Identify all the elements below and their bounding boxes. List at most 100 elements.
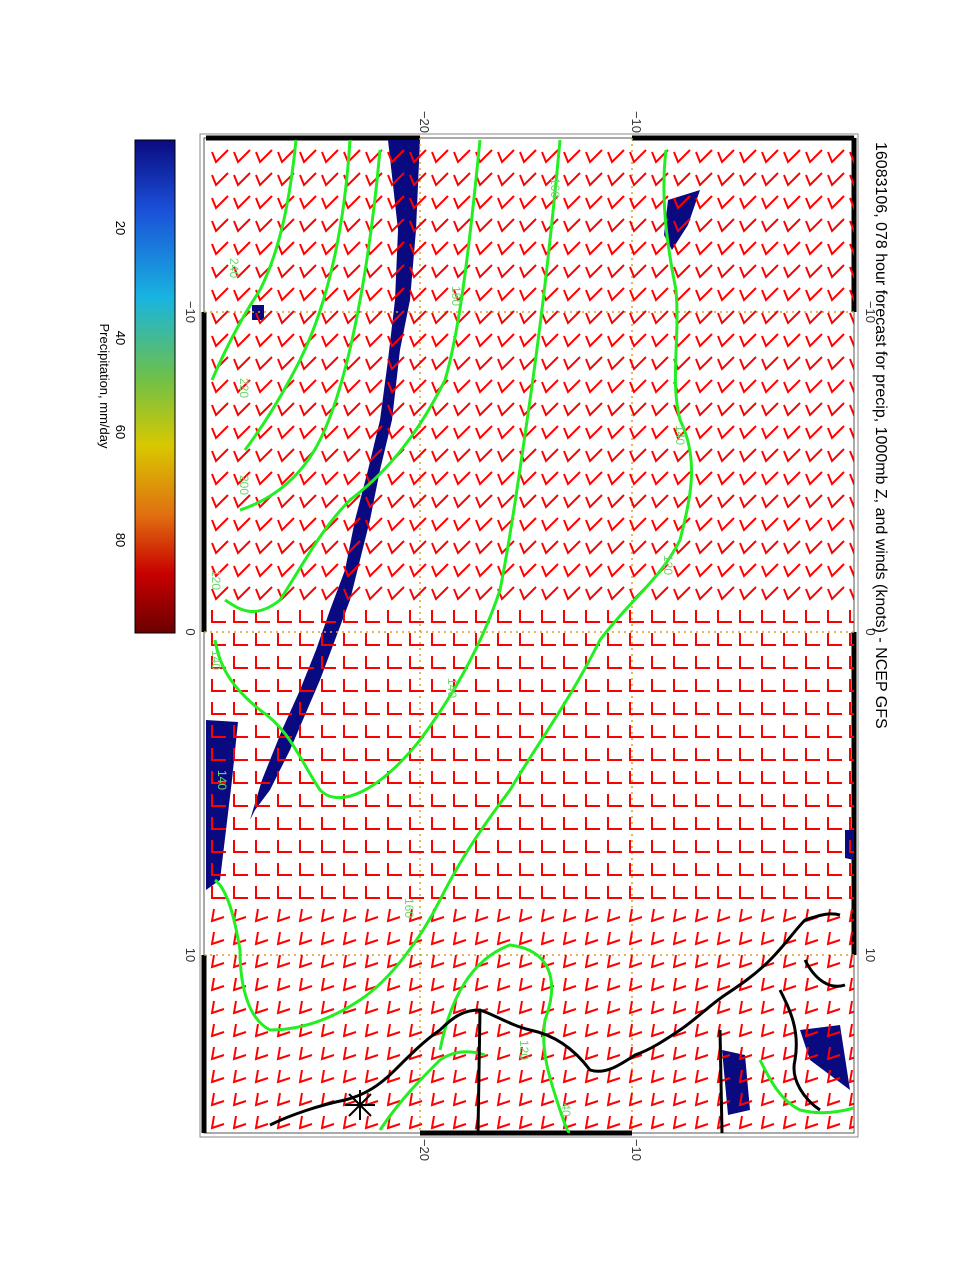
wind-barb — [585, 886, 600, 899]
wind-barb — [540, 931, 555, 946]
wind-barb — [386, 908, 401, 923]
wind-barb — [695, 725, 710, 738]
wind-barb — [497, 241, 515, 256]
wind-barb — [277, 771, 292, 784]
wind-barb — [232, 1000, 247, 1015]
wind-barb — [343, 448, 361, 463]
wind-barb — [254, 931, 269, 946]
wind-barb — [562, 1115, 577, 1130]
wind-barb — [497, 448, 515, 463]
wind-barb — [849, 220, 854, 233]
wind-barb — [562, 1000, 577, 1015]
wind-barb — [739, 264, 757, 279]
wind-barb — [409, 333, 427, 348]
wind-barb — [607, 817, 622, 830]
wind-barb — [409, 287, 427, 302]
contour-line — [243, 139, 352, 451]
wind-barb — [738, 1023, 753, 1038]
wind-barb — [673, 517, 691, 532]
wind-barb — [211, 218, 229, 233]
wind-barb — [255, 817, 270, 830]
wind-barb — [717, 356, 735, 371]
wind-barb — [629, 725, 644, 738]
wind-barb — [254, 1115, 269, 1130]
wind-barb — [651, 333, 669, 348]
wind-barb — [651, 264, 669, 279]
wind-barb — [673, 633, 688, 646]
wind-barb — [211, 656, 226, 669]
wind-barb — [211, 172, 229, 187]
wind-barb — [716, 931, 731, 946]
wind-barb — [299, 172, 317, 187]
wind-barb — [299, 656, 314, 669]
wind-barb — [497, 771, 512, 784]
wind-barb — [739, 218, 757, 233]
wind-barb — [717, 287, 735, 302]
wind-barb — [255, 886, 270, 899]
wind-barb — [650, 977, 665, 992]
wind-barb — [651, 633, 666, 646]
wind-barb — [629, 771, 644, 784]
wind-barb — [827, 610, 842, 623]
wind-barb — [541, 610, 556, 623]
wind-barb — [453, 425, 471, 440]
wind-barb — [365, 633, 380, 646]
wind-barb — [321, 679, 336, 692]
wind-barb — [827, 586, 845, 601]
wind-barb — [387, 287, 405, 302]
wind-barb — [827, 310, 845, 325]
wind-barb — [651, 356, 669, 371]
wind-barb — [431, 517, 449, 532]
wind-barb — [695, 863, 710, 876]
contour-line — [213, 139, 562, 800]
wind-barb — [497, 840, 512, 853]
wind-barb — [695, 310, 713, 325]
wind-barb — [651, 725, 666, 738]
wind-barb — [585, 771, 600, 784]
wind-barb — [321, 379, 339, 394]
wind-barb — [541, 702, 556, 715]
wind-barb — [365, 886, 380, 899]
wind-barb — [783, 702, 798, 715]
wind-barb — [738, 1115, 753, 1130]
wind-barb — [695, 195, 713, 210]
wind-barb — [739, 310, 757, 325]
wind-barb — [211, 517, 229, 532]
wind-barb — [563, 586, 581, 601]
wind-barb — [607, 264, 625, 279]
wind-barb — [387, 702, 402, 715]
wind-barb — [299, 725, 314, 738]
wind-barb — [452, 954, 467, 969]
wind-barb — [255, 633, 270, 646]
wind-barb — [497, 471, 515, 486]
wind-barb — [211, 471, 229, 486]
contour-labels: 240 220 200 180 160 140 120 140 160 120 140 140 120 4… — [209, 178, 687, 1117]
longitude-tick-label: 0 — [183, 628, 198, 635]
wind-barb — [211, 633, 226, 646]
wind-barb — [849, 565, 854, 578]
wind-barb — [541, 656, 556, 669]
wind-barb — [519, 563, 537, 578]
wind-barb — [519, 241, 537, 256]
wind-barb — [761, 540, 779, 555]
wind-barb — [233, 702, 248, 715]
wind-barb — [827, 218, 845, 233]
wind-barb — [365, 679, 380, 692]
wind-barb — [255, 656, 270, 669]
wind-barb — [716, 1000, 731, 1015]
wind-barb — [761, 840, 776, 853]
wind-barb — [805, 771, 820, 784]
wind-barb — [255, 794, 270, 807]
wind-barb — [805, 310, 823, 325]
wind-barb — [277, 494, 295, 509]
axis-tick-labels: −10 −10 0 0 10 10 −20 −20 −10 −10 — [183, 111, 878, 1161]
wind-barb — [475, 840, 490, 853]
wind-barb — [672, 1069, 687, 1084]
wind-barb — [519, 540, 537, 555]
wind-barb — [563, 264, 581, 279]
wind-barb — [848, 1092, 854, 1107]
wind-barb — [496, 977, 511, 992]
wind-barb — [695, 287, 713, 302]
wind-barb — [232, 954, 247, 969]
contour-label: 160 — [548, 178, 562, 198]
